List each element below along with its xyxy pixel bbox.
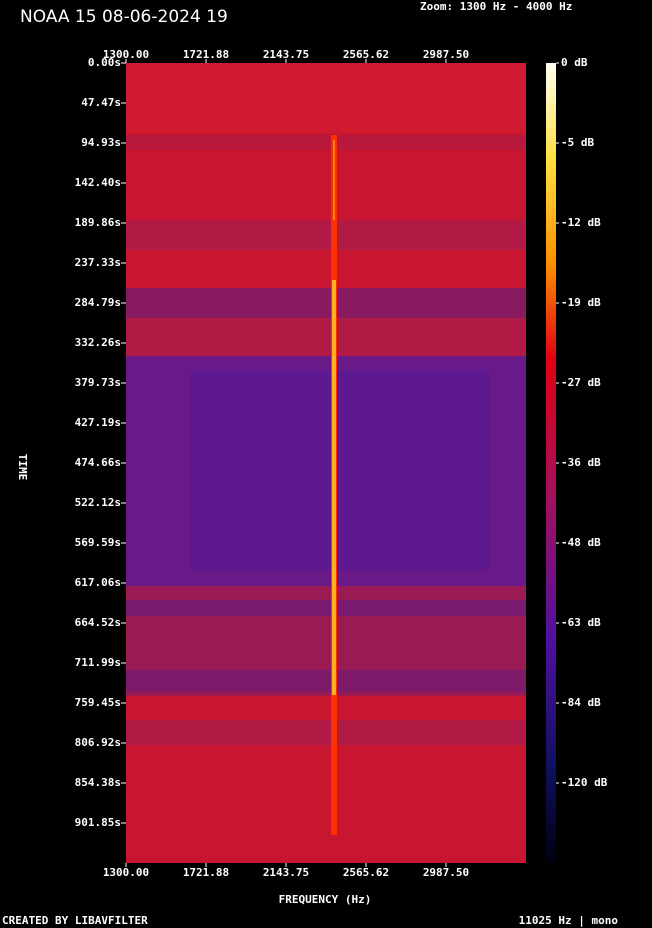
- y-tick-label: 522.12s: [75, 496, 121, 509]
- colorbar-tick-label: -48 dB: [561, 536, 601, 549]
- y-tick-label: 854.38s: [75, 776, 121, 789]
- y-tick-label: 569.59s: [75, 536, 121, 549]
- colorbar-tick-label: -19 dB: [561, 296, 601, 309]
- x-tick-label: 1300.00: [103, 866, 149, 879]
- colorbar-tick-label: -63 dB: [561, 616, 601, 629]
- y-tick-label: 617.06s: [75, 576, 121, 589]
- x-tick-label-top: 2565.62: [343, 48, 389, 61]
- y-tick-label: 47.47s: [81, 96, 121, 109]
- y-tick-label: 142.40s: [75, 176, 121, 189]
- y-tick-label: 427.19s: [75, 416, 121, 429]
- y-axis-label: TIME: [16, 454, 29, 481]
- y-tick-label: 189.86s: [75, 216, 121, 229]
- colorbar-tick-label: -12 dB: [561, 216, 601, 229]
- y-tick-label: 664.52s: [75, 616, 121, 629]
- x-tick-label: 1721.88: [183, 866, 229, 879]
- y-tick-label: 474.66s: [75, 456, 121, 469]
- y-tick-label: 806.92s: [75, 736, 121, 749]
- colorbar-tick-label: -120 dB: [561, 776, 608, 789]
- y-tick-label: 332.26s: [75, 336, 121, 349]
- x-tick-label-top: 1300.00: [103, 48, 149, 61]
- x-tick-label: 2565.62: [343, 866, 389, 879]
- y-tick-label: 711.99s: [75, 656, 121, 669]
- footer-left: CREATED BY LIBAVFILTER: [2, 914, 148, 927]
- colorbar-tick-label: -5 dB: [561, 136, 594, 149]
- x-axis-label: FREQUENCY (Hz): [279, 893, 372, 906]
- y-tick-label: 94.93s: [81, 136, 121, 149]
- colorbar-tick-label: -27 dB: [561, 376, 601, 389]
- x-tick-label: 2987.50: [423, 866, 469, 879]
- y-tick-label: 0.00s: [88, 56, 121, 69]
- y-tick-label: 237.33s: [75, 256, 121, 269]
- footer-right: 11025 Hz | mono: [519, 914, 619, 927]
- colorbar-tick-label: 0 dB: [561, 56, 588, 69]
- x-tick-label-top: 1721.88: [183, 48, 229, 61]
- x-tick-label-top: 2143.75: [263, 48, 309, 61]
- zoom-label: Zoom: 1300 Hz - 4000 Hz: [420, 0, 572, 13]
- spectrogram: [126, 63, 526, 863]
- colorbar: [546, 63, 556, 863]
- colorbar-tick-label: -84 dB: [561, 696, 601, 709]
- chart-title: NOAA 15 08-06-2024 19: [20, 7, 228, 27]
- y-tick-label: 284.79s: [75, 296, 121, 309]
- y-tick-label: 901.85s: [75, 816, 121, 829]
- y-tick-label: 759.45s: [75, 696, 121, 709]
- colorbar-tick-label: -36 dB: [561, 456, 601, 469]
- x-tick-label-top: 2987.50: [423, 48, 469, 61]
- y-tick-label: 379.73s: [75, 376, 121, 389]
- x-tick-label: 2143.75: [263, 866, 309, 879]
